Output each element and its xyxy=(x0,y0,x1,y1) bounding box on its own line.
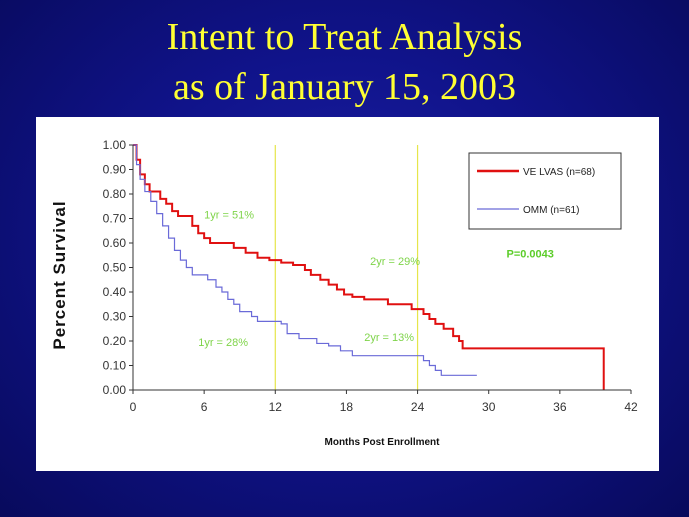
series-line-velvas xyxy=(133,144,605,390)
y-tick-label: 0.00 xyxy=(103,383,127,397)
y-tick-label: 0.40 xyxy=(103,285,127,299)
legend-label: VE LVAS (n=68) xyxy=(523,167,595,178)
y-tick-label: 0.80 xyxy=(103,187,127,201)
x-tick-label: 12 xyxy=(269,400,283,414)
y-axis-label: Percent Survival xyxy=(50,200,69,349)
x-tick-label: 24 xyxy=(411,400,425,414)
survival-annotation: 1yr = 28% xyxy=(198,337,248,349)
survival-annotation: 1yr = 51% xyxy=(204,210,254,222)
x-tick-label: 36 xyxy=(553,400,567,414)
p-value-annotation: P=0.0043 xyxy=(507,249,554,261)
slide-title-line-2: as of January 15, 2003 xyxy=(173,66,516,108)
x-tick-label: 42 xyxy=(624,400,638,414)
survival-chart: 0.00 0.10 0.20 0.30 0.40 0.50 0.60 0.70 0.80 0.90… xyxy=(50,138,638,448)
x-tick-label: 18 xyxy=(340,400,354,414)
slide-title-line-1: Intent to Treat Analysis xyxy=(166,16,523,58)
legend-box xyxy=(468,152,622,230)
y-tick-label: 0.70 xyxy=(103,212,127,226)
y-tick-label: 0.60 xyxy=(103,236,127,250)
y-tick-label: 0.10 xyxy=(103,359,127,373)
y-tick-label: 0.90 xyxy=(103,163,127,177)
survival-annotation: 2yr = 13% xyxy=(364,332,414,344)
y-tick-label: 0.30 xyxy=(103,310,127,324)
x-axis-label: Months Post Enrollment xyxy=(325,437,441,448)
x-tick-label: 6 xyxy=(201,400,208,414)
survival-annotation: 2yr = 29% xyxy=(370,256,420,268)
x-tick-label: 0 xyxy=(130,400,137,414)
chart-panel: 0.00 0.10 0.20 0.30 0.40 0.50 0.60 0.70 0.80 0.90… xyxy=(36,117,659,471)
series-line-omm xyxy=(133,144,477,376)
y-tick-label: 1.00 xyxy=(103,138,127,152)
chart-legend: VE LVAS (n=68) OMM (n=61) xyxy=(468,152,622,230)
y-tick-label: 0.20 xyxy=(103,334,127,348)
legend-label: OMM (n=61) xyxy=(523,205,579,216)
y-tick-label: 0.50 xyxy=(103,261,127,275)
x-tick-label: 30 xyxy=(482,400,496,414)
